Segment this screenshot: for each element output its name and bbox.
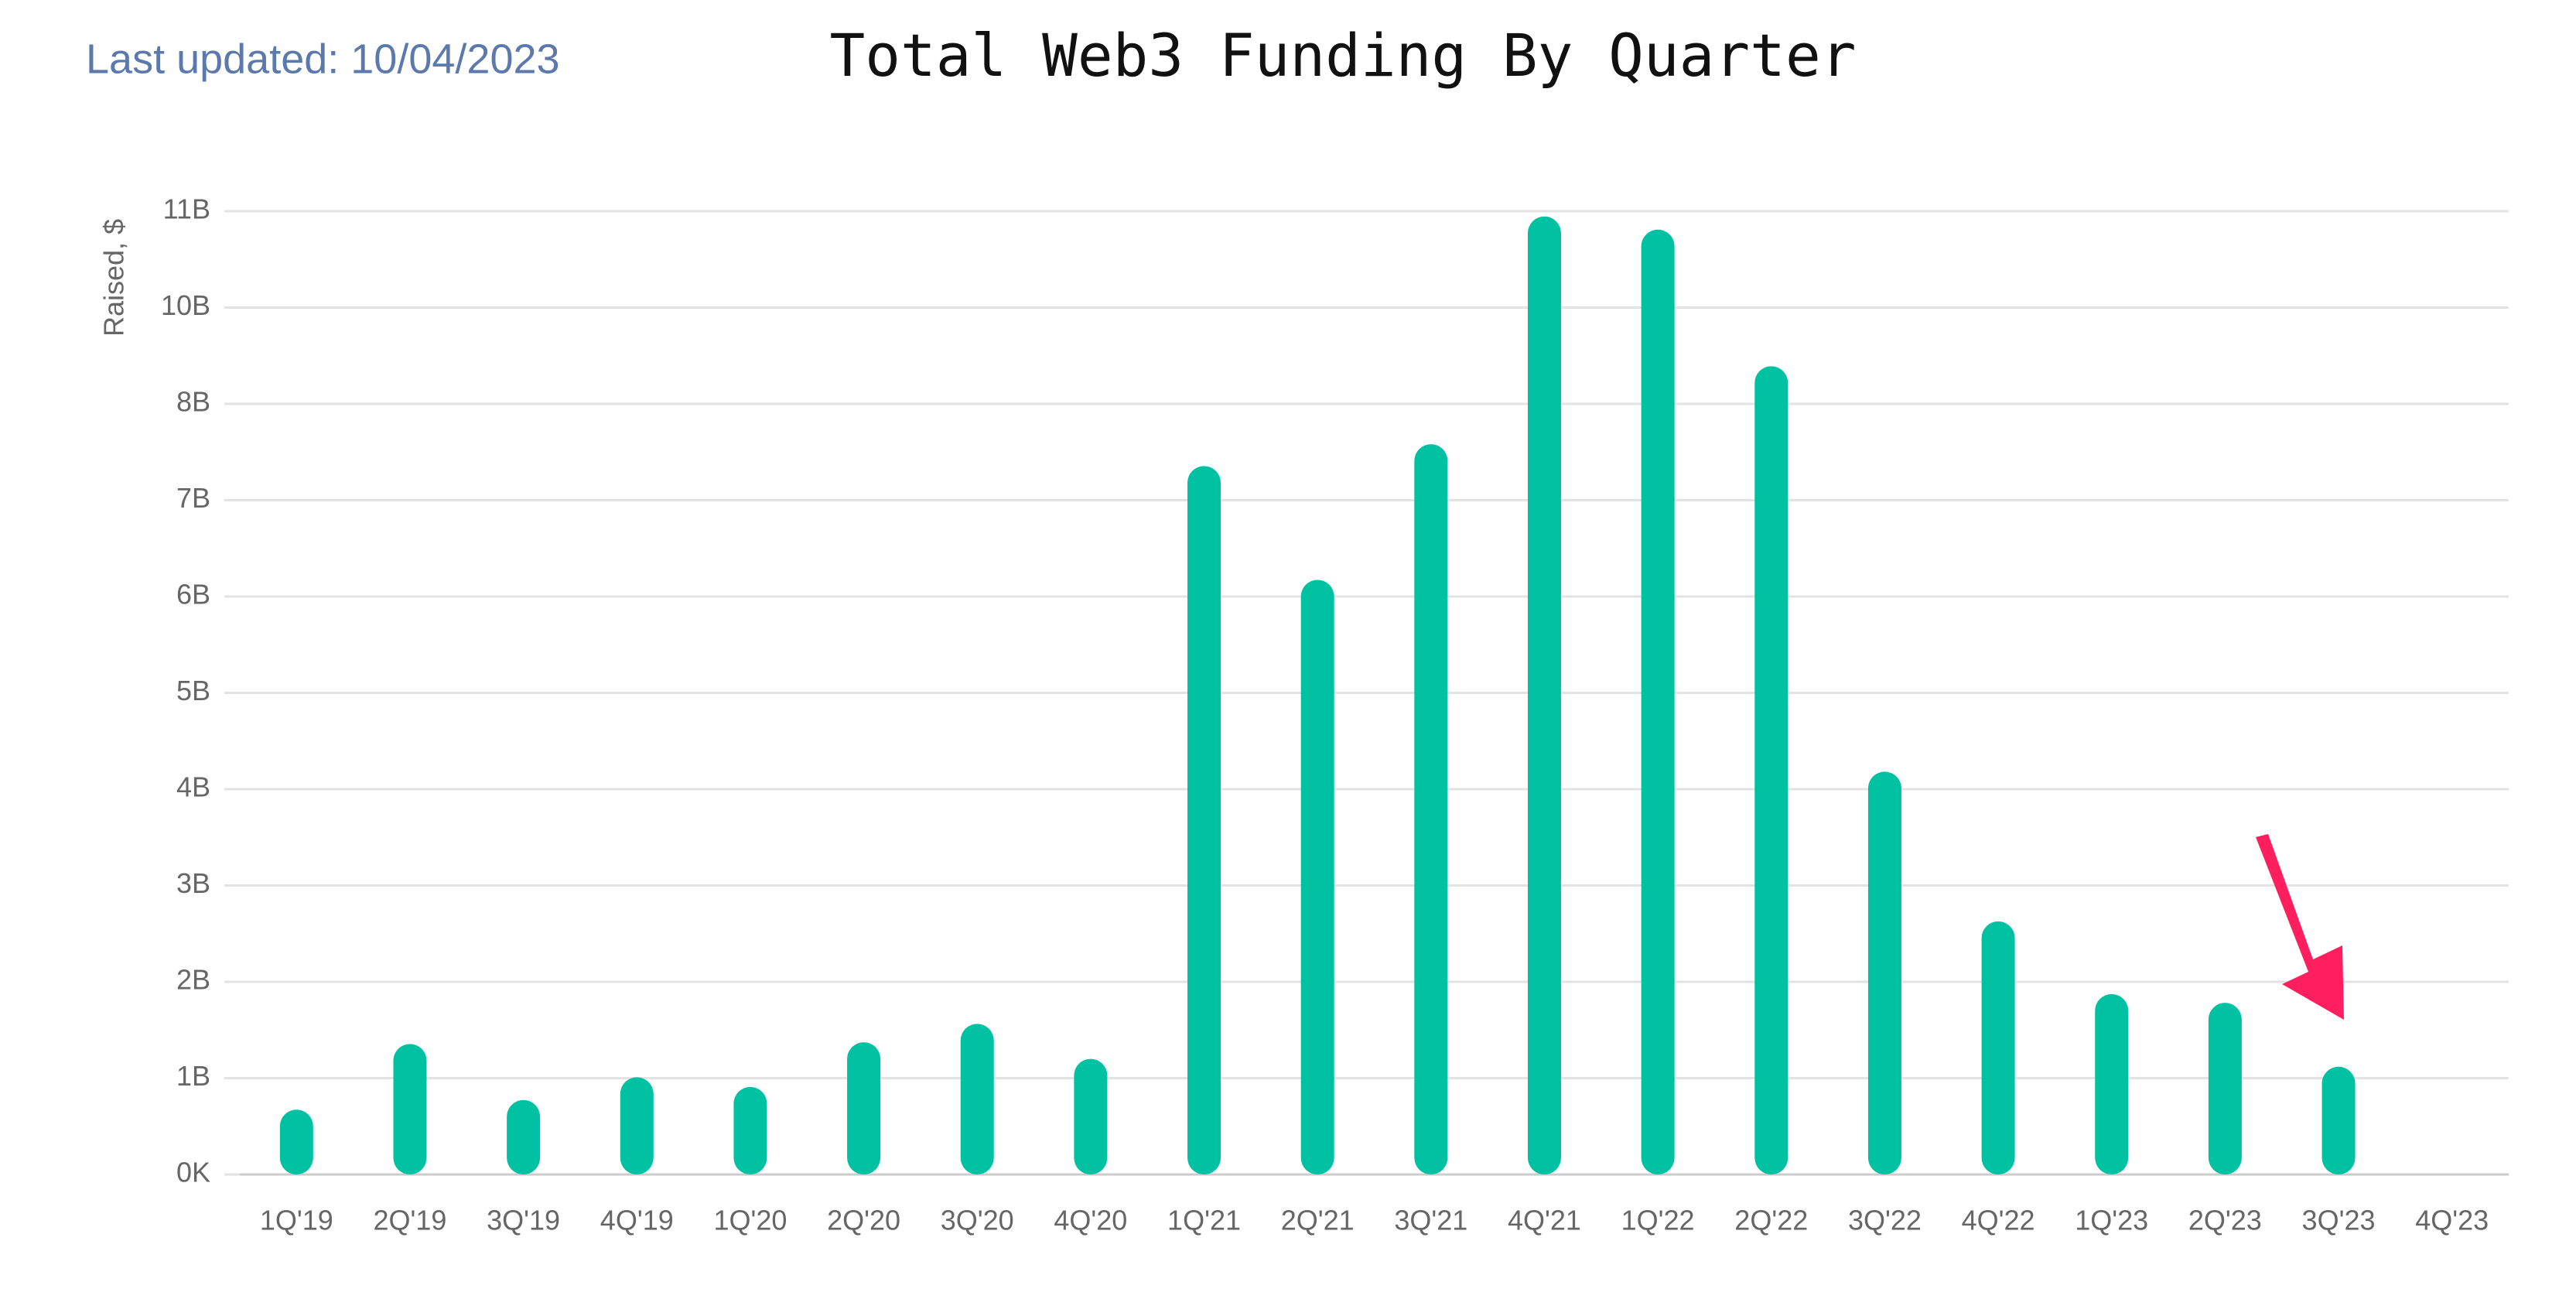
bar bbox=[393, 1044, 427, 1174]
bar bbox=[847, 1042, 881, 1174]
bar bbox=[960, 1024, 994, 1174]
bar bbox=[1754, 366, 1789, 1175]
chart-title: Total Web3 Funding By Quarter bbox=[830, 21, 1857, 90]
y-tick-label: 3B bbox=[176, 867, 210, 899]
y-tick-label: 6B bbox=[176, 579, 210, 610]
bar bbox=[2208, 1003, 2242, 1174]
bar bbox=[2321, 1066, 2356, 1174]
bar bbox=[1300, 579, 1334, 1174]
arrow bbox=[2256, 834, 2344, 1020]
y-tick-label: 1B bbox=[176, 1060, 210, 1092]
annotation-arrow bbox=[2256, 834, 2344, 1020]
bar bbox=[620, 1077, 654, 1174]
x-tick-label: 1Q'20 bbox=[713, 1205, 787, 1236]
y-axis-label: Raised, $ bbox=[98, 219, 130, 337]
bar bbox=[2095, 993, 2129, 1174]
x-tick-label: 3Q'20 bbox=[941, 1205, 1014, 1236]
y-tick-label: 5B bbox=[176, 675, 210, 706]
bar bbox=[1981, 921, 2015, 1174]
x-tick-label: 2Q'23 bbox=[2188, 1205, 2262, 1236]
y-tick-label: 2B bbox=[176, 964, 210, 996]
bar bbox=[1527, 216, 1561, 1175]
y-tick-label: 10B bbox=[161, 289, 210, 321]
y-tick-label: 0K bbox=[176, 1157, 210, 1188]
bar bbox=[1641, 229, 1675, 1174]
x-tick-label: 1Q'22 bbox=[1621, 1205, 1695, 1236]
x-tick-label: 2Q'21 bbox=[1281, 1205, 1355, 1236]
x-tick-label: 3Q'19 bbox=[487, 1205, 560, 1236]
bar bbox=[1074, 1058, 1108, 1174]
x-tick-label: 4Q'19 bbox=[600, 1205, 674, 1236]
x-tick-label: 2Q'19 bbox=[373, 1205, 446, 1236]
x-tick-label: 4Q'21 bbox=[1508, 1205, 1581, 1236]
bar bbox=[507, 1099, 541, 1174]
bar bbox=[1867, 771, 1901, 1174]
y-tick-label: 11B bbox=[163, 193, 210, 225]
y-tick-label: 7B bbox=[176, 482, 210, 514]
x-tick-label: 1Q'21 bbox=[1167, 1205, 1241, 1236]
y-tick-label: 8B bbox=[176, 386, 210, 418]
x-tick-label: 3Q'22 bbox=[1848, 1205, 1922, 1236]
x-tick-label: 3Q'21 bbox=[1394, 1205, 1467, 1236]
x-tick-label: 1Q'23 bbox=[2075, 1205, 2148, 1236]
bar bbox=[733, 1086, 767, 1174]
x-tick-label: 4Q'22 bbox=[1962, 1205, 2035, 1236]
x-tick-label: 2Q'22 bbox=[1734, 1205, 1808, 1236]
x-tick-label: 4Q'20 bbox=[1054, 1205, 1127, 1236]
x-tick-label: 3Q'23 bbox=[2302, 1205, 2376, 1236]
last-updated: Last updated: 10/04/2023 bbox=[86, 36, 560, 82]
x-tick-label: 4Q'23 bbox=[2415, 1205, 2489, 1236]
y-tick-label: 4B bbox=[176, 771, 210, 803]
bar bbox=[1414, 444, 1448, 1174]
bar bbox=[1187, 466, 1221, 1174]
x-tick-label: 2Q'20 bbox=[827, 1205, 900, 1236]
x-tick-label: 1Q'19 bbox=[260, 1205, 333, 1236]
bar bbox=[279, 1109, 313, 1174]
